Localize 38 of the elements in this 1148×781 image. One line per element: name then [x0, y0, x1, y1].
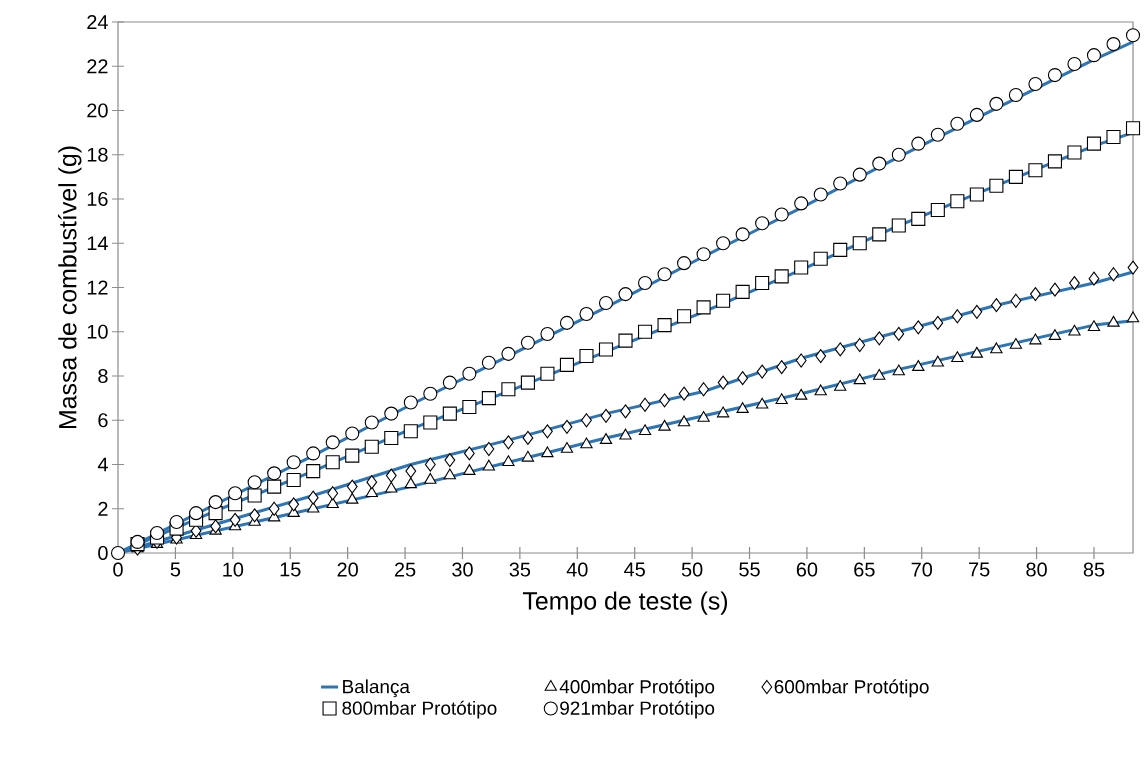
- y-tick-label: 0: [98, 545, 108, 561]
- x-tick-label: 5: [170, 562, 181, 577]
- x-tick-label: 25: [394, 562, 416, 577]
- y-tick-label: 18: [87, 147, 108, 162]
- y-tick-label: 20: [87, 103, 108, 118]
- x-tick-label: 60: [796, 562, 818, 577]
- legend-label: 600mbar Protótipo: [774, 679, 929, 698]
- legend-label: 921mbar Protótipo: [560, 700, 715, 719]
- x-tick-label: 15: [280, 562, 301, 577]
- x-tick-label: 20: [337, 562, 358, 577]
- legend-label: 400mbar Protótipo: [559, 679, 715, 698]
- y-tick-label: 2: [98, 501, 108, 516]
- y-tick-label: 14: [87, 236, 108, 251]
- x-tick-label: 75: [969, 562, 990, 577]
- y-tick-label: 22: [87, 59, 108, 74]
- x-tick-label: 35: [509, 562, 531, 577]
- x-tick-label: 50: [681, 562, 703, 577]
- y-tick-label: 24: [87, 15, 108, 29]
- x-tick-label: 40: [566, 562, 588, 577]
- x-tick-label: 85: [1083, 562, 1105, 577]
- y-tick-label: 16: [87, 191, 108, 207]
- y-tick-label: 8: [98, 368, 108, 384]
- x-tick-label: 70: [911, 562, 933, 577]
- x-tick-label: 80: [1026, 562, 1047, 577]
- y-tick-label: 4: [97, 457, 108, 472]
- x-tick-label: 55: [739, 562, 760, 577]
- x-tick-label: 45: [624, 562, 645, 577]
- y-tick-label: 12: [87, 280, 108, 295]
- legend-label: 800mbar Protótipo: [342, 700, 497, 719]
- x-tick-label: 10: [223, 562, 244, 577]
- y-axis-title: Massa de combustível (g): [57, 146, 82, 429]
- x-tick-label: 30: [452, 562, 473, 577]
- legend-label: Balança: [343, 679, 410, 698]
- y-tick-label: 6: [98, 413, 108, 428]
- x-axis-title: Tempo de teste (s): [522, 591, 728, 615]
- x-tick-label: 0: [113, 562, 123, 577]
- y-tick-label: 10: [87, 324, 108, 339]
- x-tick-label: 65: [854, 562, 875, 577]
